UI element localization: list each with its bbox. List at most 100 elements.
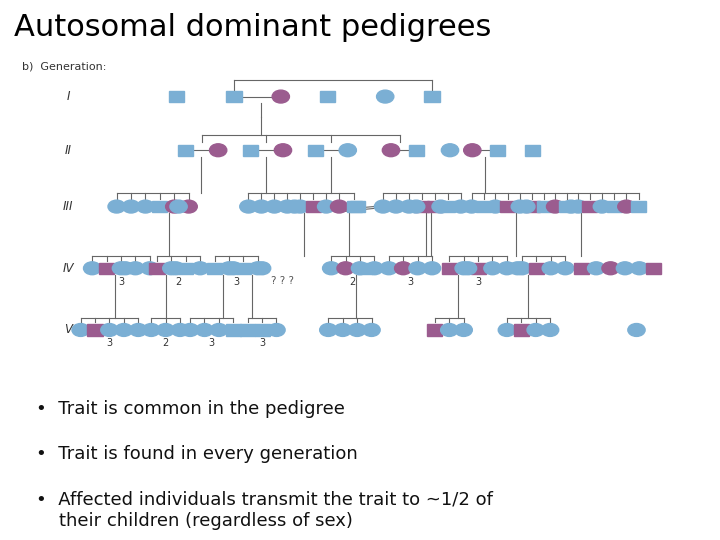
Text: b)  Generation:: b) Generation: bbox=[22, 62, 106, 72]
Circle shape bbox=[272, 90, 289, 103]
Text: 3: 3 bbox=[408, 278, 413, 287]
Circle shape bbox=[423, 262, 441, 275]
Bar bbox=[168, 91, 184, 102]
Bar bbox=[226, 325, 240, 335]
Bar bbox=[559, 201, 575, 212]
Bar bbox=[425, 91, 439, 102]
Circle shape bbox=[274, 144, 292, 157]
Circle shape bbox=[463, 200, 480, 213]
Circle shape bbox=[498, 323, 516, 336]
Circle shape bbox=[220, 262, 238, 275]
Circle shape bbox=[366, 262, 383, 275]
Circle shape bbox=[562, 200, 580, 213]
Circle shape bbox=[374, 200, 392, 213]
Bar bbox=[528, 262, 544, 274]
Text: 3: 3 bbox=[118, 278, 124, 287]
Bar bbox=[524, 201, 540, 212]
Bar bbox=[582, 201, 598, 212]
Bar bbox=[537, 201, 552, 212]
Circle shape bbox=[130, 323, 147, 336]
Bar bbox=[575, 262, 590, 274]
Circle shape bbox=[628, 323, 645, 336]
Circle shape bbox=[108, 200, 125, 213]
Circle shape bbox=[432, 200, 449, 213]
Circle shape bbox=[141, 262, 158, 275]
Text: III: III bbox=[63, 200, 73, 213]
Circle shape bbox=[400, 200, 418, 213]
Circle shape bbox=[72, 323, 89, 336]
Circle shape bbox=[180, 200, 197, 213]
Circle shape bbox=[588, 262, 605, 275]
Text: Autosomal dominant pedigrees: Autosomal dominant pedigrees bbox=[14, 14, 492, 43]
Circle shape bbox=[616, 262, 634, 275]
Circle shape bbox=[541, 323, 559, 336]
Circle shape bbox=[498, 262, 516, 275]
Text: IV: IV bbox=[63, 262, 74, 275]
Bar bbox=[442, 262, 457, 274]
Circle shape bbox=[339, 144, 356, 157]
Circle shape bbox=[363, 323, 380, 336]
Circle shape bbox=[484, 262, 501, 275]
Text: 2: 2 bbox=[176, 278, 181, 287]
Circle shape bbox=[334, 323, 351, 336]
Bar bbox=[490, 145, 505, 156]
Text: 3: 3 bbox=[259, 338, 265, 348]
Circle shape bbox=[337, 262, 354, 275]
Circle shape bbox=[167, 262, 184, 275]
Text: I: I bbox=[67, 90, 70, 103]
Circle shape bbox=[441, 144, 459, 157]
Bar bbox=[647, 262, 662, 274]
Circle shape bbox=[441, 323, 458, 336]
Circle shape bbox=[452, 200, 469, 213]
Circle shape bbox=[127, 262, 144, 275]
Bar bbox=[179, 145, 193, 156]
Circle shape bbox=[455, 262, 472, 275]
Text: 2: 2 bbox=[163, 338, 168, 348]
Text: •  Affected individuals transmit the trait to ~1/2 of
    their children (regard: • Affected individuals transmit the trai… bbox=[36, 491, 493, 530]
Circle shape bbox=[377, 90, 394, 103]
Circle shape bbox=[487, 200, 504, 213]
Bar bbox=[305, 201, 321, 212]
Circle shape bbox=[286, 200, 303, 213]
Circle shape bbox=[210, 323, 228, 336]
Bar bbox=[207, 262, 222, 274]
Text: 3: 3 bbox=[233, 278, 239, 287]
Circle shape bbox=[101, 323, 118, 336]
Circle shape bbox=[240, 200, 257, 213]
Circle shape bbox=[196, 323, 213, 336]
Bar bbox=[255, 325, 269, 335]
Circle shape bbox=[166, 200, 183, 213]
Bar bbox=[236, 262, 251, 274]
Text: V: V bbox=[64, 323, 73, 336]
Bar bbox=[441, 201, 456, 212]
Bar bbox=[409, 145, 423, 156]
Circle shape bbox=[84, 262, 101, 275]
Circle shape bbox=[323, 262, 340, 275]
Bar bbox=[226, 91, 242, 102]
Bar bbox=[243, 145, 258, 156]
Circle shape bbox=[320, 323, 337, 336]
Bar bbox=[88, 325, 103, 335]
Text: ? ? ?: ? ? ? bbox=[271, 276, 294, 286]
Circle shape bbox=[351, 262, 369, 275]
Bar bbox=[308, 145, 323, 156]
Bar bbox=[350, 201, 365, 212]
Circle shape bbox=[618, 200, 635, 213]
Circle shape bbox=[593, 200, 611, 213]
Circle shape bbox=[210, 144, 227, 157]
Circle shape bbox=[557, 262, 574, 275]
Circle shape bbox=[192, 262, 209, 275]
Circle shape bbox=[181, 323, 199, 336]
Circle shape bbox=[318, 200, 335, 213]
Circle shape bbox=[409, 262, 426, 275]
Circle shape bbox=[348, 323, 366, 336]
Bar bbox=[606, 201, 622, 212]
Circle shape bbox=[137, 200, 154, 213]
Circle shape bbox=[117, 262, 134, 275]
Bar bbox=[631, 201, 647, 212]
Circle shape bbox=[602, 262, 619, 275]
Bar bbox=[428, 325, 442, 335]
Circle shape bbox=[382, 144, 400, 157]
Circle shape bbox=[455, 323, 472, 336]
Circle shape bbox=[266, 200, 283, 213]
